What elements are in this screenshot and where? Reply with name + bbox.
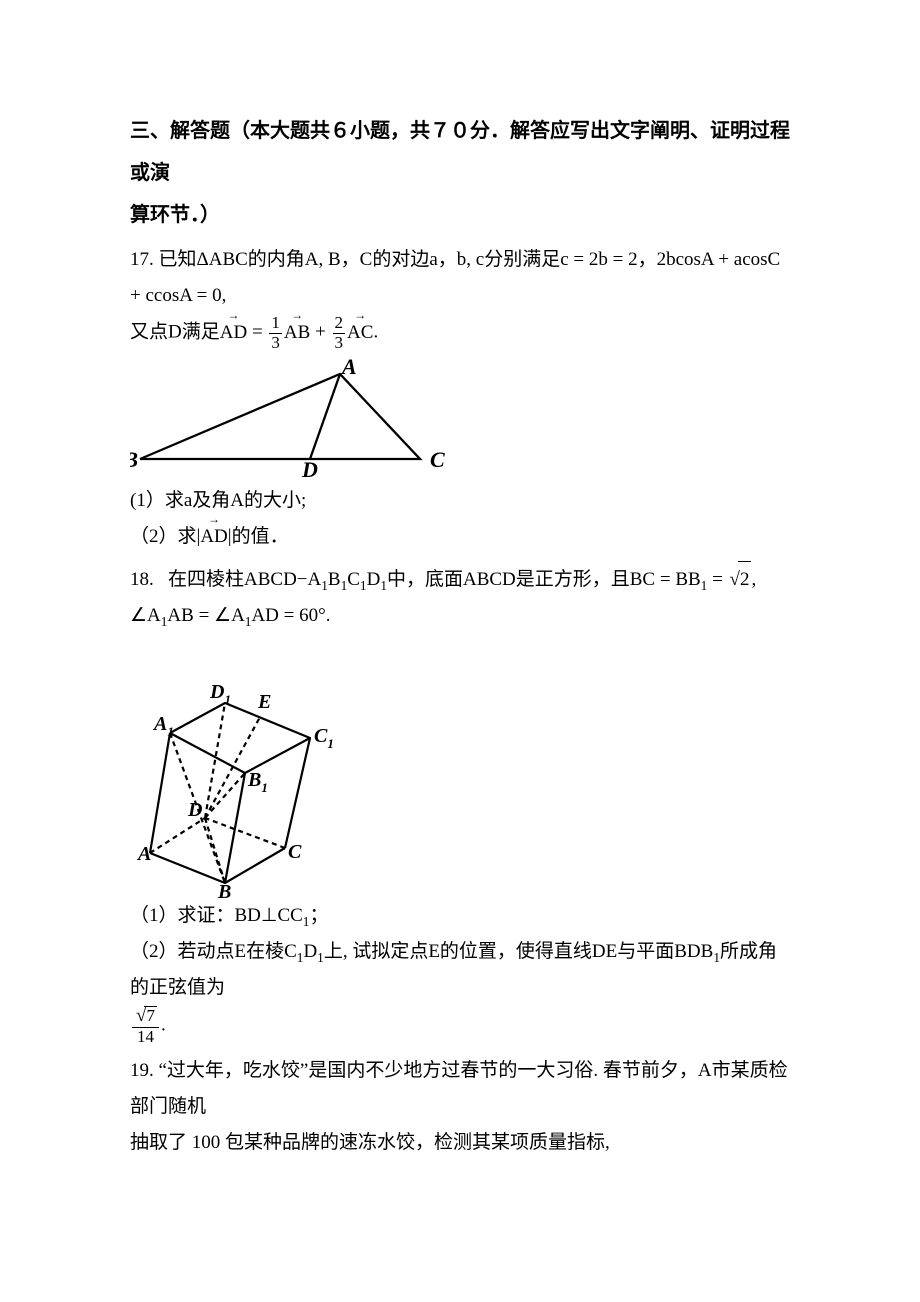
q19-line1: 19. “过大年，吃水饺”是国内不少地方过春节的一大习俗. 春节前夕，A市某质检… (130, 1053, 790, 1125)
q17-eq: = (247, 322, 267, 343)
question-19: 19. “过大年，吃水饺”是国内不少地方过春节的一大习俗. 春节前夕，A市某质检… (130, 1053, 790, 1161)
q17-sub2-vec: →AD (200, 519, 227, 555)
section-title-line-1: 三、解答题（本大题共６小题，共７０分．解答应写出文字阐明、证明过程或演 (130, 120, 790, 184)
q17-plus: + (310, 322, 330, 343)
q17-vec-AC: →AC (347, 315, 373, 351)
q17-label-A: A (340, 359, 357, 379)
question-18: 18. 在四棱柱ABCD−A1B1C1D1中，底面ABCD是正方形，且BC = … (130, 561, 790, 1047)
q17-frac-2: 23 (333, 314, 346, 352)
q17-sub2: （2）求|→AD|的值． (130, 519, 790, 555)
q18-line2: ∠A1AB = ∠A1AD = 60°. (130, 598, 790, 634)
q18-label-A1: A1 (152, 713, 174, 739)
q18-label-E: E (257, 691, 271, 713)
q18-label-B1: B1 (247, 769, 268, 795)
q17-period: . (373, 322, 378, 343)
q18-sub2-frac: 7 14 . (130, 1006, 790, 1047)
section-title: 三、解答题（本大题共６小题，共７０分．解答应写出文字阐明、证明过程或演 算环节．… (130, 110, 790, 236)
q17-label-B: B (130, 447, 138, 472)
question-17: 17. 已知ΔABC的内角A, B，C的对边a，b, c分别满足c = 2b =… (130, 242, 790, 555)
q18-label-D1: D1 (209, 681, 231, 707)
q17-figure: A B C D (130, 359, 460, 479)
q19-line2: 抽取了 100 包某种品牌的速冻水饺，检测其某项质量指标, (130, 1125, 790, 1161)
section-title-line-2: 算环节．） (130, 204, 220, 226)
q17-sub1: (1）求a及角A的大小; (130, 483, 790, 519)
q17-line2: 又点D满足→AD = 13→AB + 23→AC. (130, 314, 790, 352)
q18-figure: A B C D A1 B1 C1 D1 E (130, 658, 350, 898)
q18-label-C1: C1 (314, 725, 334, 751)
q17-label-D: D (301, 457, 318, 479)
q17-vec-AB: →AB (284, 315, 310, 351)
q18-label-B: B (217, 881, 231, 898)
q18-frac-sqrt7-14: 7 14 (132, 1006, 159, 1047)
q18-line1: 18. 在四棱柱ABCD−A1B1C1D1中，底面ABCD是正方形，且BC = … (130, 561, 790, 598)
q17-frac-1: 13 (269, 314, 282, 352)
q18-sub2: （2）若动点E在棱C1D1上, 试拟定点E的位置，使得直线DE与平面BDB1所成… (130, 934, 790, 1006)
q18-label-C: C (288, 841, 302, 863)
q17-line1: 17. 已知ΔABC的内角A, B，C的对边a，b, c分别满足c = 2b =… (130, 242, 790, 314)
q17-line2-prefix: 又点D满足 (130, 322, 220, 343)
q18-sqrt2: 2 (728, 561, 752, 598)
q18-sub1: （1）求证：BD⊥CC1； (130, 898, 790, 934)
q17-label-C: C (430, 447, 445, 472)
q17-vec-AD: →AD (220, 315, 247, 351)
q18-label-D: D (187, 799, 202, 821)
q18-label-A: A (136, 843, 151, 865)
